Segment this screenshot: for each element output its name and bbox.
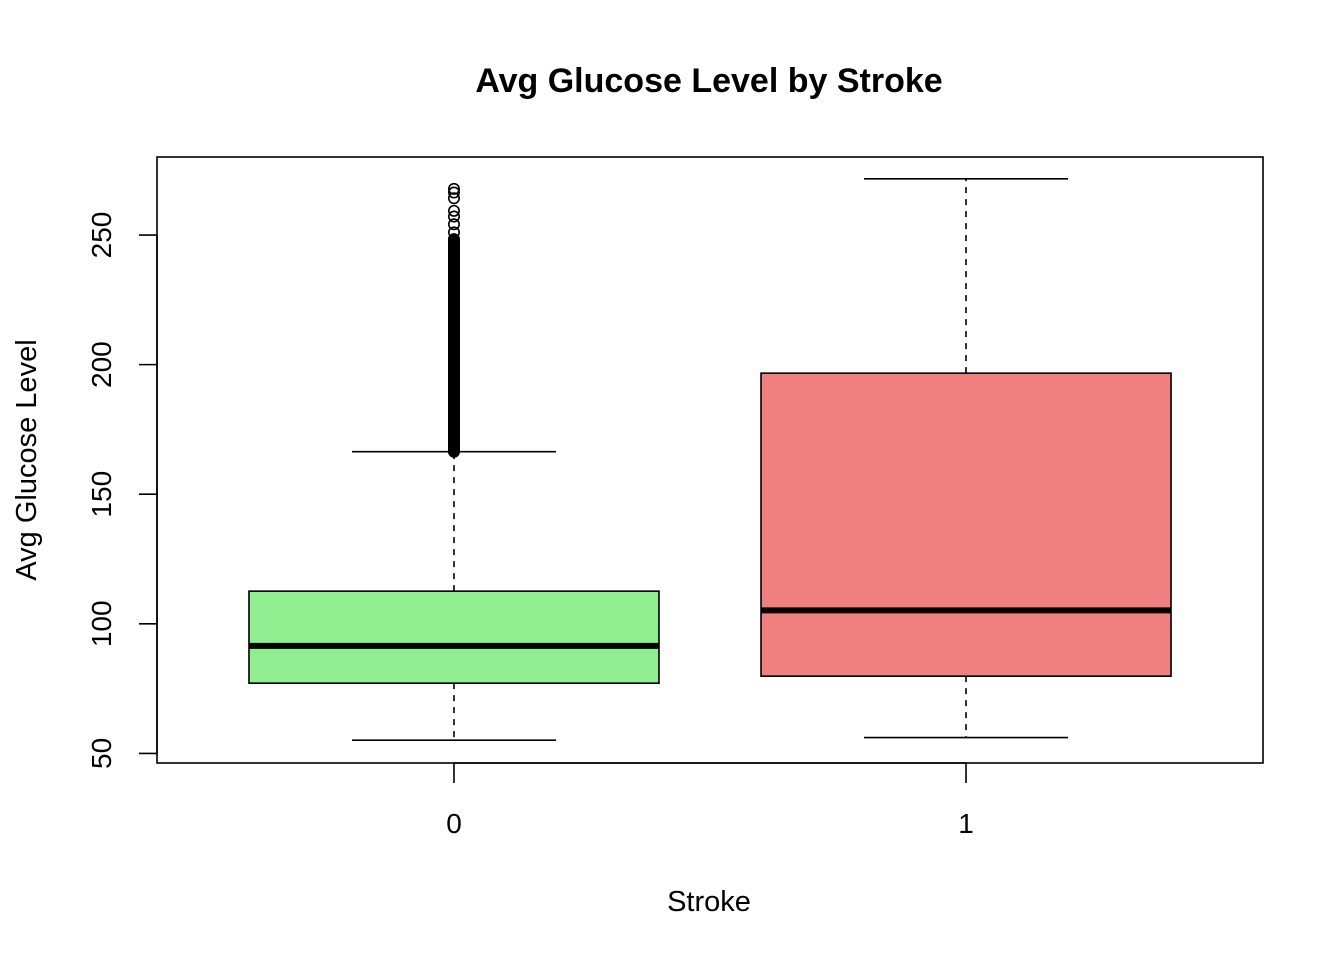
y-axis: 50 100 150 200 250 (86, 212, 158, 769)
outlier-point (447, 226, 460, 239)
outlier-point (447, 204, 460, 217)
outlier-point (447, 233, 460, 246)
outlier-point (447, 186, 460, 199)
box-1 (760, 372, 1172, 677)
y-tick-label-200: 200 (86, 341, 117, 388)
y-tick-label-250: 250 (86, 212, 117, 259)
outlier-point (447, 210, 460, 223)
chart-title: Avg Glucose Level by Stroke (475, 62, 942, 100)
x-tick-label-1: 1 (958, 808, 974, 839)
outlier-point (447, 192, 460, 205)
box-group-1 (760, 177, 1172, 739)
x-tick-label-0: 0 (446, 808, 462, 839)
outlier-point (447, 182, 460, 195)
y-tick-label-150: 150 (86, 471, 117, 518)
box-0 (248, 590, 660, 684)
boxes (248, 177, 1172, 741)
outlier-point (447, 218, 460, 231)
x-axis-label: Stroke (667, 886, 751, 918)
y-axis-label: Avg Glucose Level (11, 339, 43, 580)
y-tick-label-50: 50 (86, 738, 117, 769)
box-group-0 (248, 182, 660, 741)
outliers-0 (447, 182, 460, 458)
y-tick-label-100: 100 (86, 600, 117, 647)
